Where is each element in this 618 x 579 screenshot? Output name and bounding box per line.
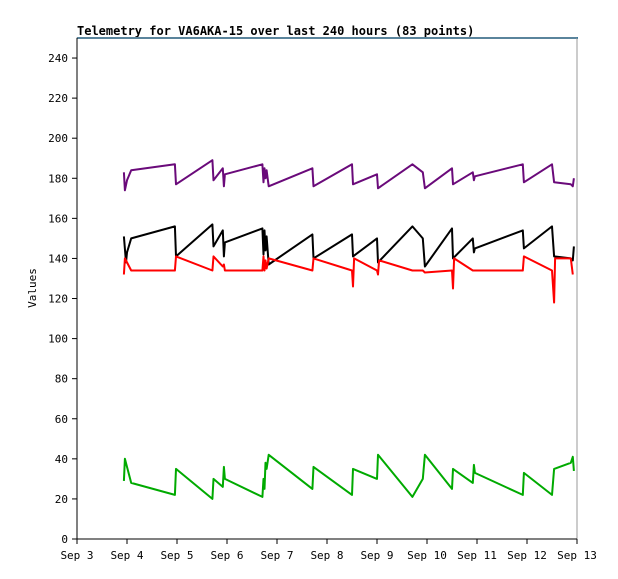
x-tick-label: Sep 7 bbox=[260, 549, 293, 562]
x-ticks: Sep 3 Sep 4 Sep 5 Sep 6 Sep 7 Sep 8 Sep 9 Sep 1… bbox=[60, 539, 597, 562]
x-tick-label: Sep 5 bbox=[160, 549, 193, 562]
series-line-2 bbox=[122, 223, 575, 268]
y-tick-label: 80 bbox=[55, 373, 68, 386]
y-tick-label: 240 bbox=[48, 52, 68, 65]
y-tick-label: 100 bbox=[48, 333, 68, 346]
x-tick-label: Sep 11 bbox=[457, 549, 497, 562]
y-tick-label: 20 bbox=[55, 493, 68, 506]
x-tick-label: Sep 3 bbox=[60, 549, 93, 562]
y-tick-label: 40 bbox=[55, 453, 68, 466]
x-tick-label: Sep 12 bbox=[507, 549, 547, 562]
y-tick-label: 60 bbox=[55, 413, 68, 426]
x-tick-label: Sep 4 bbox=[110, 549, 143, 562]
series-line-1 bbox=[122, 159, 575, 192]
x-tick-label: Sep 13 bbox=[557, 549, 597, 562]
plot-frame bbox=[76, 37, 578, 540]
x-tick-label: Sep 9 bbox=[360, 549, 393, 562]
y-tick-label: 140 bbox=[48, 252, 68, 265]
y-axis-label: Values bbox=[26, 268, 39, 308]
x-tick-label: Sep 10 bbox=[407, 549, 447, 562]
series-layer bbox=[122, 159, 575, 500]
x-tick-label: Sep 6 bbox=[210, 549, 243, 562]
y-tick-label: 180 bbox=[48, 172, 68, 185]
x-tick-label: Sep 8 bbox=[310, 549, 343, 562]
y-tick-label: 160 bbox=[48, 212, 68, 225]
y-ticks: 0 20 40 60 80 100 120 140 160 180 200 220 240 bbox=[48, 52, 77, 546]
y-tick-label: 120 bbox=[48, 293, 68, 306]
y-tick-label: 200 bbox=[48, 132, 68, 145]
chart-title: Telemetry for VA6AKA-15 over last 240 ho… bbox=[77, 24, 474, 38]
y-tick-label: 0 bbox=[61, 533, 68, 546]
y-tick-label: 220 bbox=[48, 92, 68, 105]
series-line-3 bbox=[122, 255, 574, 304]
series-line-4 bbox=[122, 453, 575, 500]
